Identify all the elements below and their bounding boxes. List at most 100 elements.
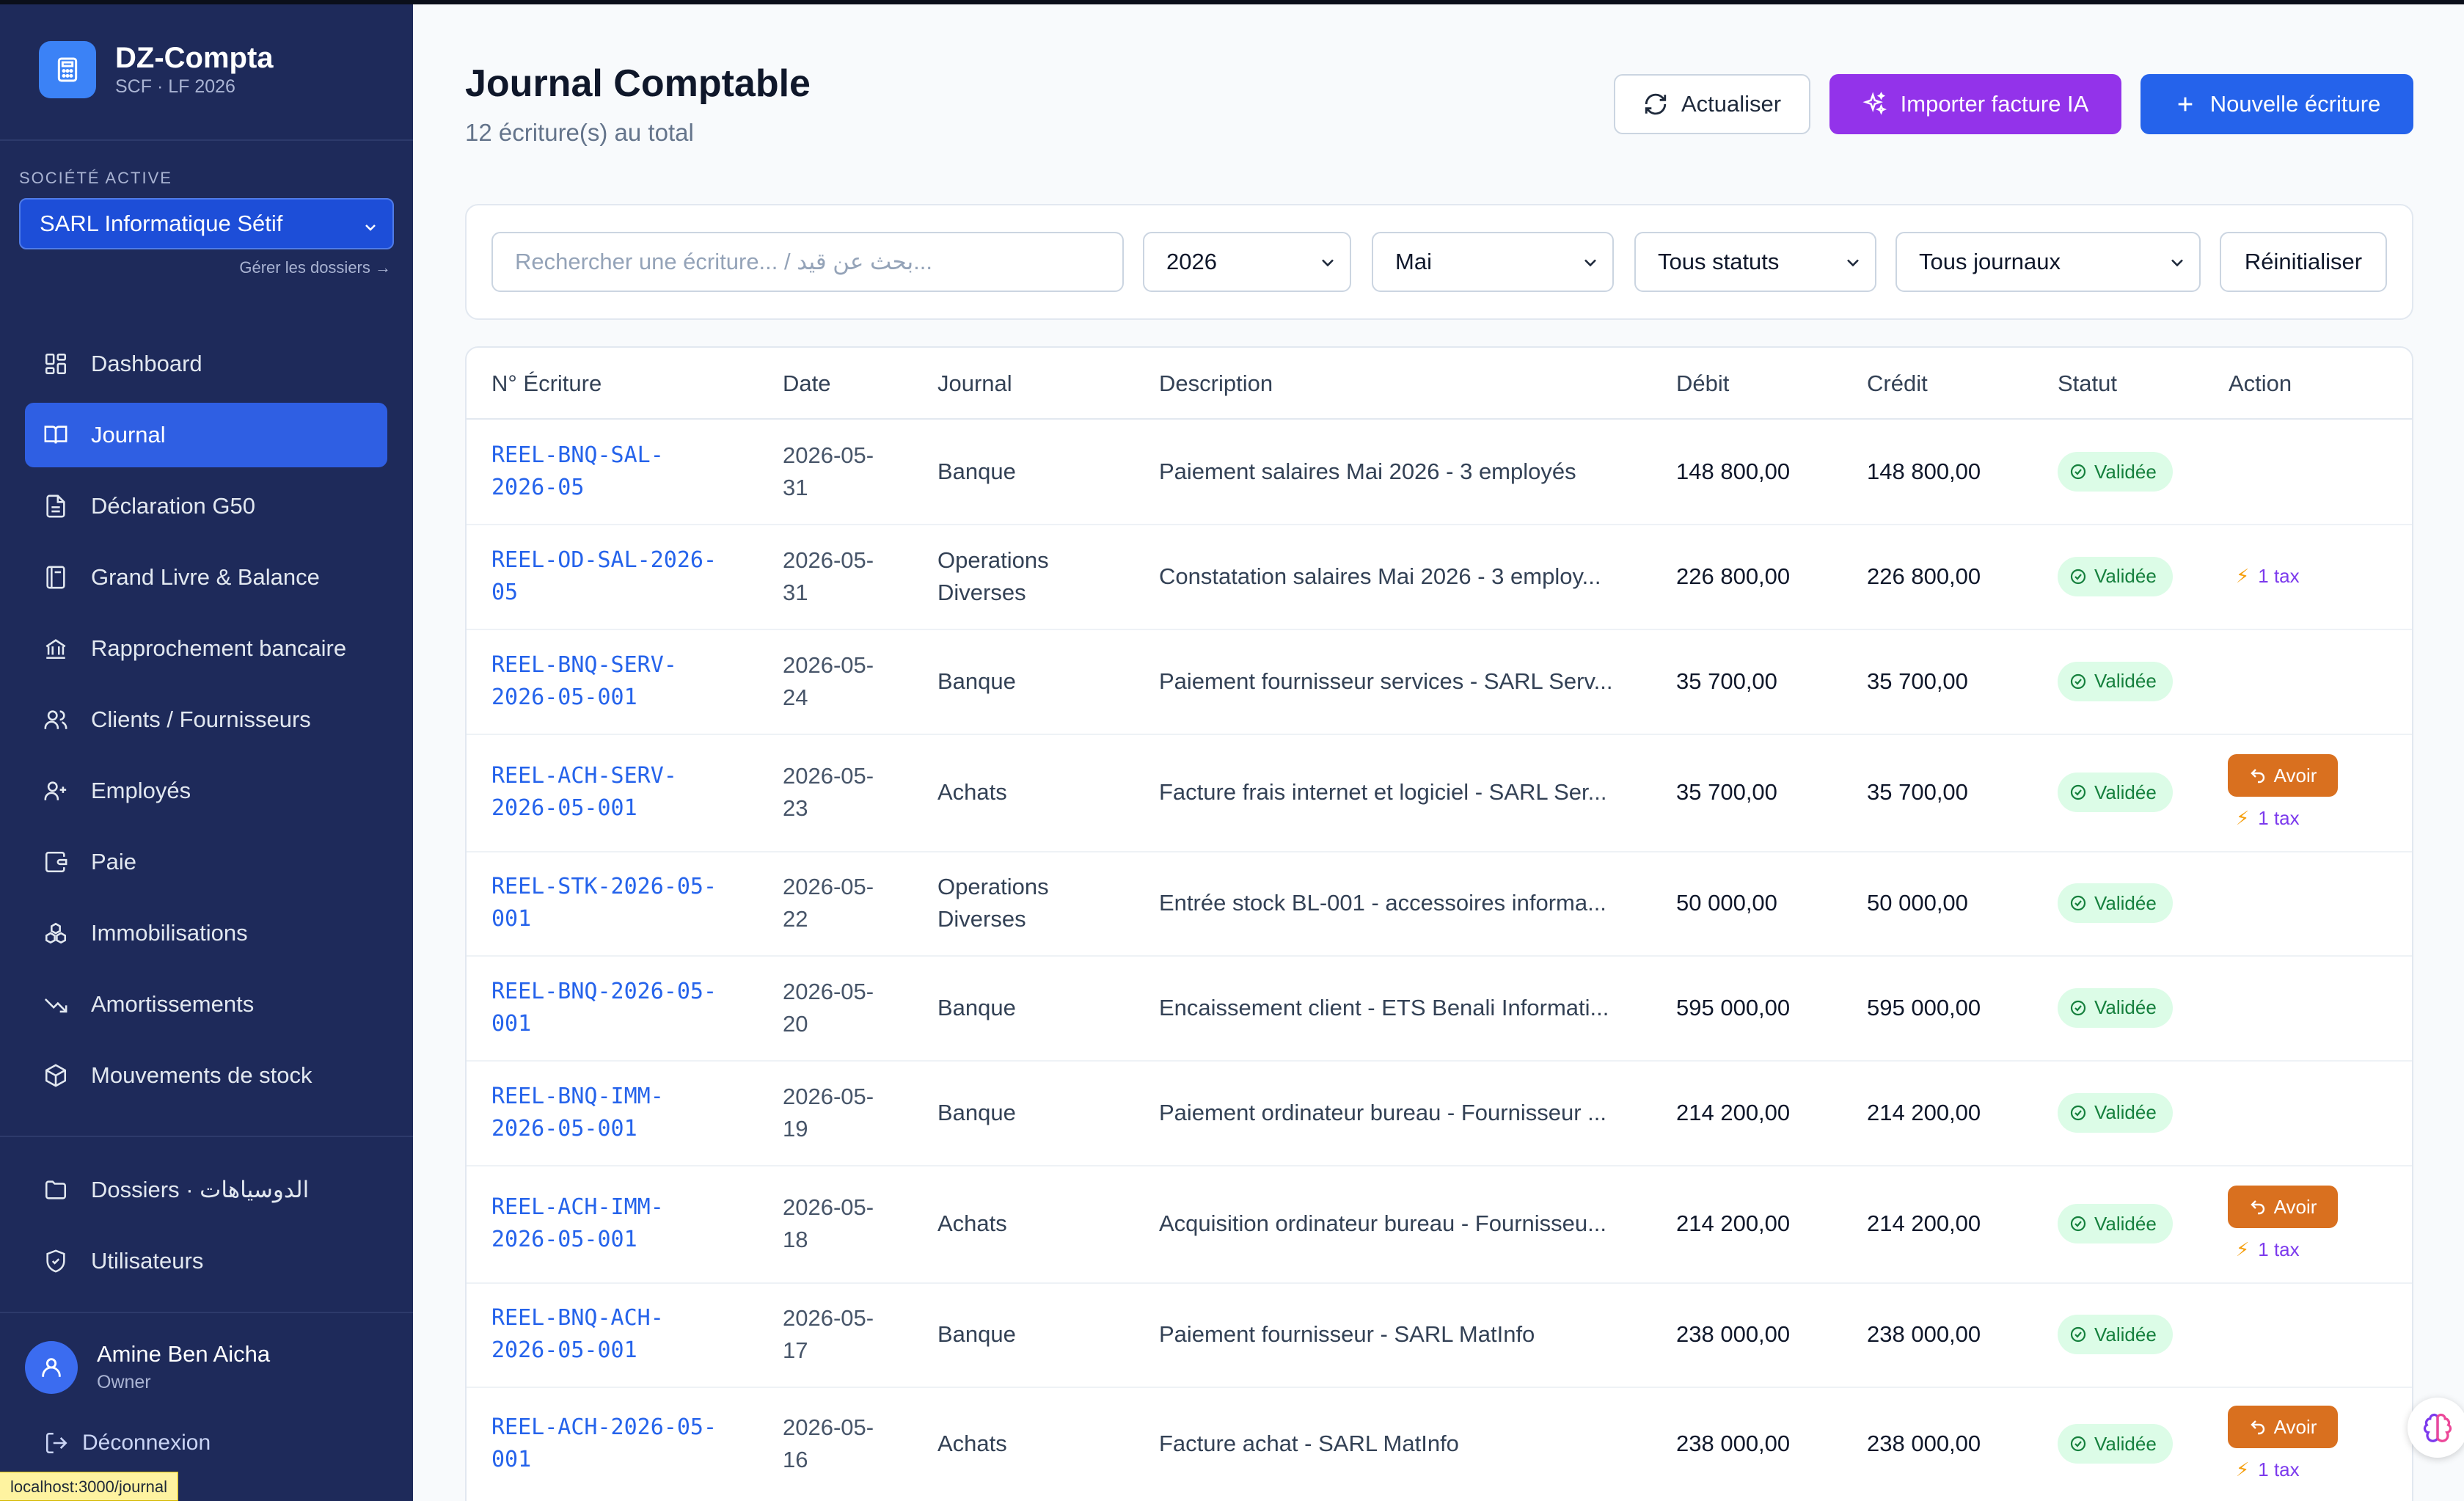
sidebar-item-amortissements[interactable]: Amortissements (25, 972, 387, 1037)
check-circle-icon (2069, 568, 2087, 585)
book-open-icon (43, 422, 69, 448)
tax-indicator[interactable]: ⚡ 1 tax (2236, 1458, 2300, 1480)
entry-credit: 35 700,00 (1867, 668, 1968, 694)
avoir-button[interactable]: Avoir (2228, 754, 2338, 797)
sidebar-item-utilisateurs[interactable]: Utilisateurs (25, 1229, 387, 1293)
tax-indicator[interactable]: ⚡ 1 tax (2236, 807, 2300, 829)
chevron-down-icon (362, 216, 379, 242)
logout-label: Déconnexion (82, 1431, 211, 1455)
entry-credit: 35 700,00 (1867, 779, 1968, 805)
entry-journal: Operations Diverses (937, 874, 1049, 932)
sidebar-item-label: Déclaration G50 (91, 493, 256, 519)
column-header-journal[interactable]: Journal (937, 370, 1012, 396)
avatar[interactable] (25, 1341, 78, 1394)
column-header-debit[interactable]: Débit (1676, 370, 1730, 396)
entry-number-link[interactable]: REEL-BNQ-SERV- 2026-05-001 (491, 651, 677, 710)
entry-journal: Banque (937, 1321, 1016, 1347)
entry-number-link[interactable]: REEL-ACH-IMM- 2026-05-001 (491, 1194, 664, 1252)
manage-folders-link[interactable]: Gérer les dossiers → (239, 258, 391, 277)
sidebar-item-grand-livre[interactable]: Grand Livre & Balance (25, 545, 387, 610)
sidebar-divider (0, 1136, 413, 1137)
new-entry-button[interactable]: Nouvelle écriture (2141, 74, 2413, 134)
import-ai-invoice-button[interactable]: Importer facture IA (1829, 74, 2121, 134)
journal-select[interactable]: Tous journaux (1895, 232, 2201, 292)
import-label: Importer facture IA (1900, 91, 2089, 117)
sidebar-item-dashboard[interactable]: Dashboard (25, 332, 387, 396)
entry-number-link[interactable]: REEL-STK-2026-05- 001 (491, 874, 717, 932)
user-icon (42, 1358, 61, 1377)
entry-debit: 214 200,00 (1676, 1099, 1791, 1125)
status-badge: Validée (2058, 1204, 2173, 1243)
entry-number-link[interactable]: REEL-BNQ-SAL- 2026-05 (491, 442, 664, 500)
column-header-credit[interactable]: Crédit (1867, 370, 1928, 396)
column-header-action[interactable]: Action (2229, 370, 2292, 396)
browser-status-url: localhost:3000/journal (0, 1472, 179, 1501)
sidebar-item-stock[interactable]: Mouvements de stock (25, 1043, 387, 1108)
tax-indicator[interactable]: ⚡ 1 tax (2236, 1238, 2300, 1260)
check-circle-icon (2069, 1435, 2087, 1453)
search-input[interactable]: Rechercher une écriture... / بحث عن قيد.… (491, 232, 1124, 292)
sidebar-item-declaration-g50[interactable]: Déclaration G50 (25, 474, 387, 538)
column-header-number[interactable]: N° Écriture (491, 370, 602, 396)
sidebar-item-paie[interactable]: Paie (25, 830, 387, 894)
entry-journal: Banque (937, 994, 1016, 1020)
brand-subtitle: SCF · LF 2026 (115, 76, 235, 97)
entry-number-link[interactable]: REEL-BNQ-2026-05- 001 (491, 978, 717, 1037)
brand-name: DZ-Compta (115, 42, 274, 74)
refresh-button[interactable]: Actualiser (1614, 74, 1810, 134)
company-select[interactable]: SARL Informatique Sétif (19, 198, 394, 249)
sidebar-item-journal[interactable]: Journal (25, 403, 387, 467)
entry-number-link[interactable]: REEL-BNQ-ACH- 2026-05-001 (491, 1305, 664, 1363)
entry-debit: 148 800,00 (1676, 459, 1791, 484)
brand[interactable]: DZ-Compta SCF · LF 2026 (39, 41, 274, 98)
sidebar-divider (0, 139, 413, 141)
entry-number-link[interactable]: REEL-OD-SAL-2026- 05 (491, 547, 717, 605)
month-select[interactable]: Mai (1372, 232, 1614, 292)
sidebar-item-clients[interactable]: Clients / Fournisseurs (25, 687, 387, 752)
entry-journal: Banque (937, 668, 1016, 694)
column-header-status[interactable]: Statut (2058, 370, 2117, 396)
entry-description: Paiement salaires Mai 2026 - 3 employés (1159, 459, 1576, 484)
reset-filters-button[interactable]: Réinitialiser (2220, 232, 2387, 292)
boxes-icon (43, 920, 69, 946)
sidebar-item-dossiers[interactable]: Dossiers · الدوسياهات (25, 1158, 387, 1222)
avoir-button[interactable]: Avoir (2228, 1406, 2338, 1448)
column-header-date[interactable]: Date (783, 370, 831, 396)
undo-icon (2249, 1198, 2267, 1216)
package-icon (43, 1062, 69, 1089)
avoir-button[interactable]: Avoir (2228, 1186, 2338, 1228)
entry-debit: 595 000,00 (1676, 994, 1791, 1020)
status-select[interactable]: Tous statuts (1634, 232, 1876, 292)
sidebar-item-label: Utilisateurs (91, 1248, 204, 1274)
entry-date: 2026-05- 31 (783, 442, 874, 500)
entry-number-link[interactable]: REEL-ACH-SERV- 2026-05-001 (491, 763, 677, 821)
sidebar-item-label: Dossiers · الدوسياهات (91, 1177, 310, 1202)
tax-indicator[interactable]: ⚡ 1 tax (2236, 564, 2300, 587)
entry-date: 2026-05- 18 (783, 1194, 874, 1252)
entry-journal: Achats (937, 1210, 1007, 1236)
entry-credit: 214 200,00 (1867, 1099, 1981, 1125)
logout-button[interactable]: Déconnexion (44, 1431, 211, 1456)
column-header-description[interactable]: Description (1159, 370, 1273, 396)
sidebar-item-label: Immobilisations (91, 920, 248, 946)
entry-journal: Achats (937, 779, 1007, 805)
entry-credit: 226 800,00 (1867, 563, 1981, 589)
entry-date: 2026-05- 19 (783, 1083, 874, 1142)
status-badge: Validée (2058, 1315, 2173, 1354)
status-badge: Validée (2058, 987, 2173, 1028)
sidebar-item-employes[interactable]: Employés (25, 759, 387, 823)
bolt-icon: ⚡ (2236, 807, 2250, 829)
sidebar-item-immobilisations[interactable]: Immobilisations (25, 901, 387, 965)
row-divider (467, 1060, 2412, 1062)
entry-debit: 238 000,00 (1676, 1431, 1791, 1456)
entry-date: 2026-05- 31 (783, 547, 874, 605)
user-name: Amine Ben Aicha (97, 1341, 271, 1367)
entry-description: Acquisition ordinateur bureau - Fourniss… (1159, 1210, 1606, 1236)
ai-assistant-button[interactable] (2408, 1398, 2464, 1458)
entry-credit: 238 000,00 (1867, 1431, 1981, 1456)
entry-number-link[interactable]: REEL-ACH-2026-05- 001 (491, 1414, 717, 1472)
status-badge: Validée (2058, 661, 2173, 701)
entry-number-link[interactable]: REEL-BNQ-IMM- 2026-05-001 (491, 1083, 664, 1142)
sidebar-item-rapprochement[interactable]: Rapprochement bancaire (25, 616, 387, 681)
year-select[interactable]: 2026 (1143, 232, 1351, 292)
